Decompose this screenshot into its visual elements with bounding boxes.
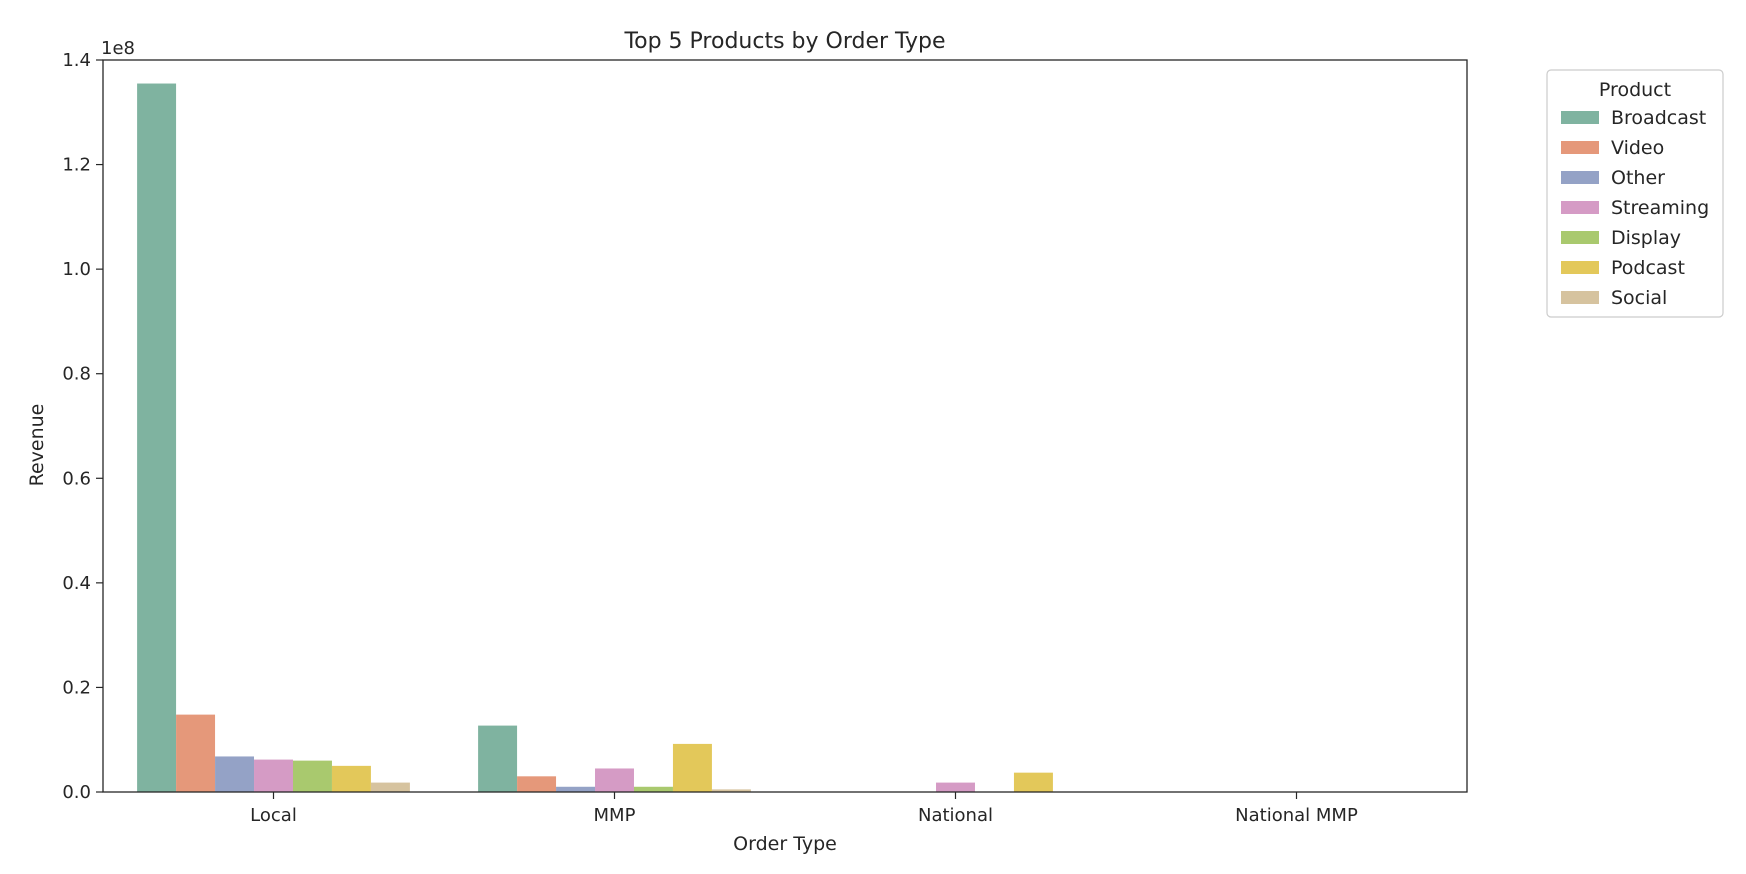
x-axis-ticks: Local MMP National National MMP bbox=[250, 792, 1358, 826]
legend-swatch bbox=[1561, 171, 1599, 184]
y-tick-label: 0.4 bbox=[62, 573, 91, 594]
y-tick-label: 0.0 bbox=[62, 782, 91, 803]
bar bbox=[292, 760, 332, 792]
legend-label: Other bbox=[1611, 167, 1665, 189]
bars-group bbox=[137, 83, 1053, 793]
y-axis-ticks: 0.0 0.2 0.4 0.6 0.8 1.0 1.2 1.4 bbox=[62, 50, 103, 803]
legend-box bbox=[1546, 69, 1724, 318]
legend-swatch bbox=[1561, 201, 1599, 214]
bar bbox=[556, 786, 596, 792]
y-tick-label: 1.4 bbox=[62, 50, 91, 71]
legend-swatch bbox=[1561, 141, 1599, 154]
y-axis-label: Revenue bbox=[26, 404, 48, 487]
legend-swatch bbox=[1561, 291, 1599, 304]
bar bbox=[672, 743, 712, 792]
bar bbox=[370, 782, 410, 792]
y-tick-label: 0.8 bbox=[62, 364, 91, 385]
x-tick-label: MMP bbox=[594, 805, 636, 826]
legend-swatch bbox=[1561, 111, 1599, 124]
legend-swatch bbox=[1561, 261, 1599, 274]
chart-title: Top 5 Products by Order Type bbox=[623, 29, 945, 54]
bar bbox=[331, 765, 371, 792]
legend-label: Broadcast bbox=[1611, 107, 1706, 129]
x-tick-label: National MMP bbox=[1235, 805, 1358, 826]
plot-frame bbox=[102, 59, 1468, 793]
bar bbox=[478, 725, 518, 792]
bar bbox=[595, 768, 634, 792]
x-tick-label: National bbox=[918, 805, 993, 826]
bar bbox=[215, 756, 255, 792]
legend-label: Social bbox=[1611, 287, 1667, 309]
legend-swatch bbox=[1561, 231, 1599, 244]
y-tick-label: 1.2 bbox=[62, 155, 91, 176]
legend-label: Video bbox=[1611, 137, 1664, 159]
bar bbox=[137, 83, 177, 793]
legend-label: Podcast bbox=[1611, 257, 1685, 279]
bar bbox=[633, 786, 673, 792]
y-tick-label: 1.0 bbox=[62, 259, 91, 280]
y-tick-label: 0.6 bbox=[62, 468, 91, 489]
legend-title: Product bbox=[1599, 79, 1671, 101]
bar bbox=[517, 776, 557, 792]
legend-items: Broadcast Video Other Streaming Display Podca… bbox=[1561, 107, 1709, 309]
y-tick-label: 0.2 bbox=[62, 677, 91, 698]
bar bbox=[936, 782, 975, 792]
bar bbox=[1013, 772, 1053, 792]
legend-label: Display bbox=[1611, 227, 1681, 249]
bar bbox=[176, 714, 216, 792]
x-tick-label: Local bbox=[250, 805, 297, 826]
bar bbox=[711, 789, 751, 792]
legend: Product Broadcast Video Other Streaming Disp… bbox=[1546, 69, 1724, 318]
bar bbox=[254, 759, 293, 792]
y-offset-text: 1e8 bbox=[101, 38, 135, 59]
x-axis-label: Order Type bbox=[733, 833, 837, 855]
legend-label: Streaming bbox=[1611, 197, 1709, 219]
